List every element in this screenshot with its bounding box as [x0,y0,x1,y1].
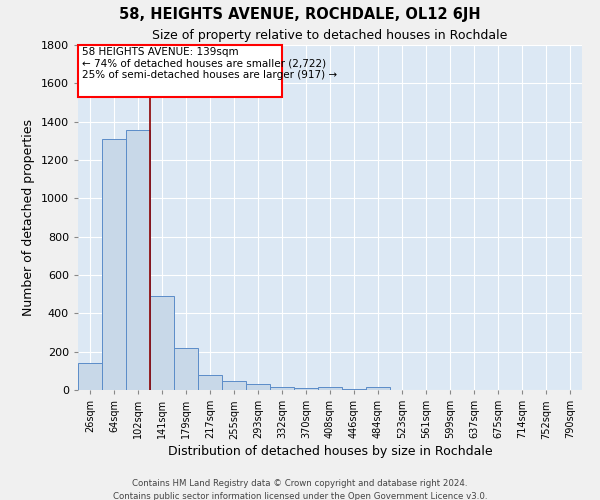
Text: Contains HM Land Registry data © Crown copyright and database right 2024.
Contai: Contains HM Land Registry data © Crown c… [113,480,487,500]
X-axis label: Distribution of detached houses by size in Rochdale: Distribution of detached houses by size … [167,446,493,458]
Title: Size of property relative to detached houses in Rochdale: Size of property relative to detached ho… [152,30,508,43]
Bar [198,374,222,390]
Bar [222,381,246,390]
Text: 25% of semi-detached houses are larger (917) →: 25% of semi-detached houses are larger (… [82,70,337,81]
Bar [366,386,390,390]
Bar [126,130,150,390]
Text: ← 74% of detached houses are smaller (2,722): ← 74% of detached houses are smaller (2,… [82,58,326,68]
Bar [318,388,342,390]
Y-axis label: Number of detached properties: Number of detached properties [22,119,35,316]
Bar [294,388,318,390]
FancyBboxPatch shape [79,45,283,97]
Bar [78,363,102,390]
Bar [342,389,366,390]
Text: 58, HEIGHTS AVENUE, ROCHDALE, OL12 6JH: 58, HEIGHTS AVENUE, ROCHDALE, OL12 6JH [119,8,481,22]
Bar [246,384,270,390]
Bar [174,348,198,390]
Bar [102,139,126,390]
Bar [270,386,294,390]
Text: 58 HEIGHTS AVENUE: 139sqm: 58 HEIGHTS AVENUE: 139sqm [82,47,239,57]
Bar [150,296,174,390]
